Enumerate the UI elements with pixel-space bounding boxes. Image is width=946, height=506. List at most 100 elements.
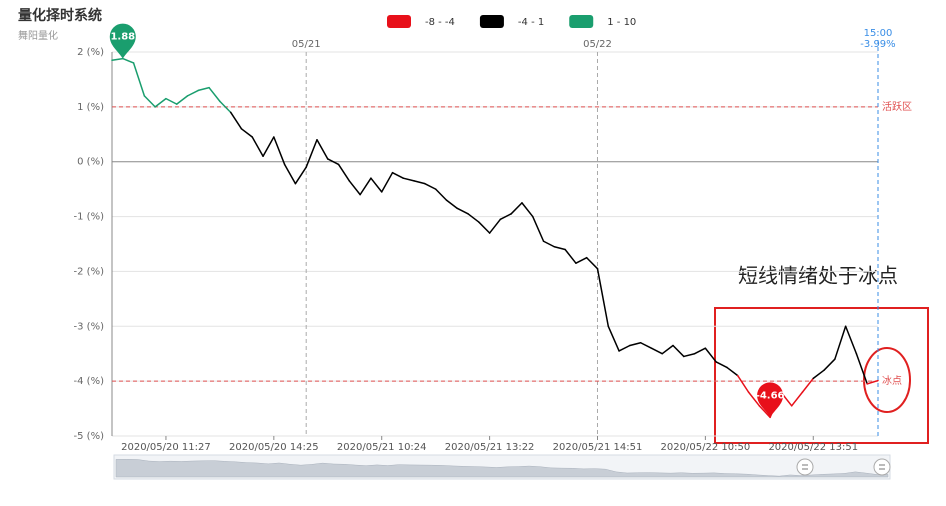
line-segment xyxy=(834,325,847,360)
line-segment xyxy=(553,245,566,251)
line-segment xyxy=(726,366,739,377)
line-segment xyxy=(607,325,620,352)
line-segment xyxy=(294,166,307,185)
line-segment xyxy=(478,221,491,234)
line-segment xyxy=(596,267,610,328)
line-segment xyxy=(262,136,275,157)
pin-label: 1.88 xyxy=(110,32,135,43)
line-segment xyxy=(629,341,642,347)
line-segment xyxy=(413,180,426,185)
line-segment xyxy=(445,199,458,210)
x-tick-label: 2020/05/20 14:25 xyxy=(229,442,319,453)
annotation: 短线情绪处于冰点 xyxy=(738,264,898,288)
mark-line-label: 冰点 xyxy=(882,374,902,387)
line-segment xyxy=(154,97,167,108)
line-segment xyxy=(337,163,351,182)
line-segment xyxy=(812,369,825,380)
line-segment xyxy=(219,100,232,114)
legend-label: -4 - 1 xyxy=(518,17,544,28)
day-label: 05/22 xyxy=(583,39,612,50)
line-segment xyxy=(165,97,178,105)
x-tick-label: 2020/05/22 10:50 xyxy=(661,442,751,453)
legend-swatch xyxy=(479,15,504,28)
end-time: 15:00 xyxy=(864,28,893,39)
chart-title: 量化择时系统 xyxy=(18,7,102,24)
day-label: 05/21 xyxy=(292,39,321,50)
line-segment xyxy=(488,218,502,234)
line-segment xyxy=(186,89,200,97)
line-segment xyxy=(866,379,879,385)
line-segment xyxy=(327,158,340,166)
line-segment xyxy=(316,139,329,160)
line-segment xyxy=(424,182,437,190)
line-segment xyxy=(575,256,588,264)
line-segment xyxy=(521,202,534,218)
slider-handle[interactable] xyxy=(873,458,891,476)
line-segment xyxy=(251,136,264,157)
line-segment xyxy=(305,139,318,168)
line-segment xyxy=(240,128,254,138)
line-segment xyxy=(273,136,286,166)
line-segment xyxy=(683,352,696,358)
x-tick-label: 2020/05/21 13:22 xyxy=(445,442,535,453)
line-segment xyxy=(370,177,383,193)
line-segment xyxy=(434,188,448,201)
line-segment xyxy=(111,57,124,61)
line-segment xyxy=(585,256,599,270)
line-segment xyxy=(499,213,512,221)
line-segment xyxy=(542,240,556,248)
line-segment xyxy=(661,344,674,355)
y-tick-label: 0 (%) xyxy=(77,157,104,168)
x-tick-label: 2020/05/21 10:24 xyxy=(337,442,427,453)
slider-area xyxy=(115,459,889,478)
highlight-ellipse xyxy=(863,347,911,413)
line-segment xyxy=(650,347,663,355)
pin xyxy=(109,23,136,59)
legend-label: -8 - -4 xyxy=(425,17,455,28)
line-segment xyxy=(467,213,480,223)
line-segment xyxy=(639,341,653,349)
line-segment xyxy=(132,62,146,97)
line-segment xyxy=(672,344,685,358)
x-tick-label: 2020/05/20 11:27 xyxy=(121,442,211,453)
highlight-box xyxy=(714,307,929,444)
pin-label: -4.66 xyxy=(756,390,785,401)
line-segment xyxy=(855,352,868,385)
line-segment xyxy=(359,177,372,196)
line-segment xyxy=(704,347,717,363)
line-segment xyxy=(348,180,361,196)
legend-swatch xyxy=(387,15,411,28)
line-segment xyxy=(391,171,405,179)
line-segment xyxy=(715,361,728,369)
y-tick-label: -5 (%) xyxy=(74,431,105,442)
line-segment xyxy=(790,391,804,407)
line-segment xyxy=(197,86,210,92)
mark-line-label: 活跃区 xyxy=(882,101,912,113)
line-segment xyxy=(208,86,221,103)
y-tick-label: -3 (%) xyxy=(74,321,105,332)
end-value: -3.99% xyxy=(860,39,895,50)
line-segment xyxy=(143,95,156,108)
line-segment xyxy=(564,248,577,264)
line-segment xyxy=(844,325,858,355)
chart-subtitle: 舞阳量化 xyxy=(18,29,58,42)
line-segment xyxy=(823,358,836,371)
line-segment xyxy=(736,374,750,393)
line-segment xyxy=(758,405,771,419)
legend-label: 1 - 10 xyxy=(607,17,636,28)
line-segment xyxy=(456,207,469,215)
y-tick-label: 2 (%) xyxy=(77,47,104,58)
x-tick-label: 2020/05/22 13:51 xyxy=(768,442,858,453)
line-segment xyxy=(283,163,297,185)
line-segment xyxy=(693,347,707,355)
line-segment xyxy=(618,344,631,352)
line-segment xyxy=(122,57,135,64)
line-segment xyxy=(532,215,545,243)
y-tick-label: -4 (%) xyxy=(74,376,105,387)
y-tick-label: -1 (%) xyxy=(74,212,105,223)
y-tick-label: -2 (%) xyxy=(74,266,105,277)
line-segment xyxy=(510,202,523,215)
slider-handle[interactable] xyxy=(796,458,814,476)
line-segment xyxy=(380,171,394,193)
